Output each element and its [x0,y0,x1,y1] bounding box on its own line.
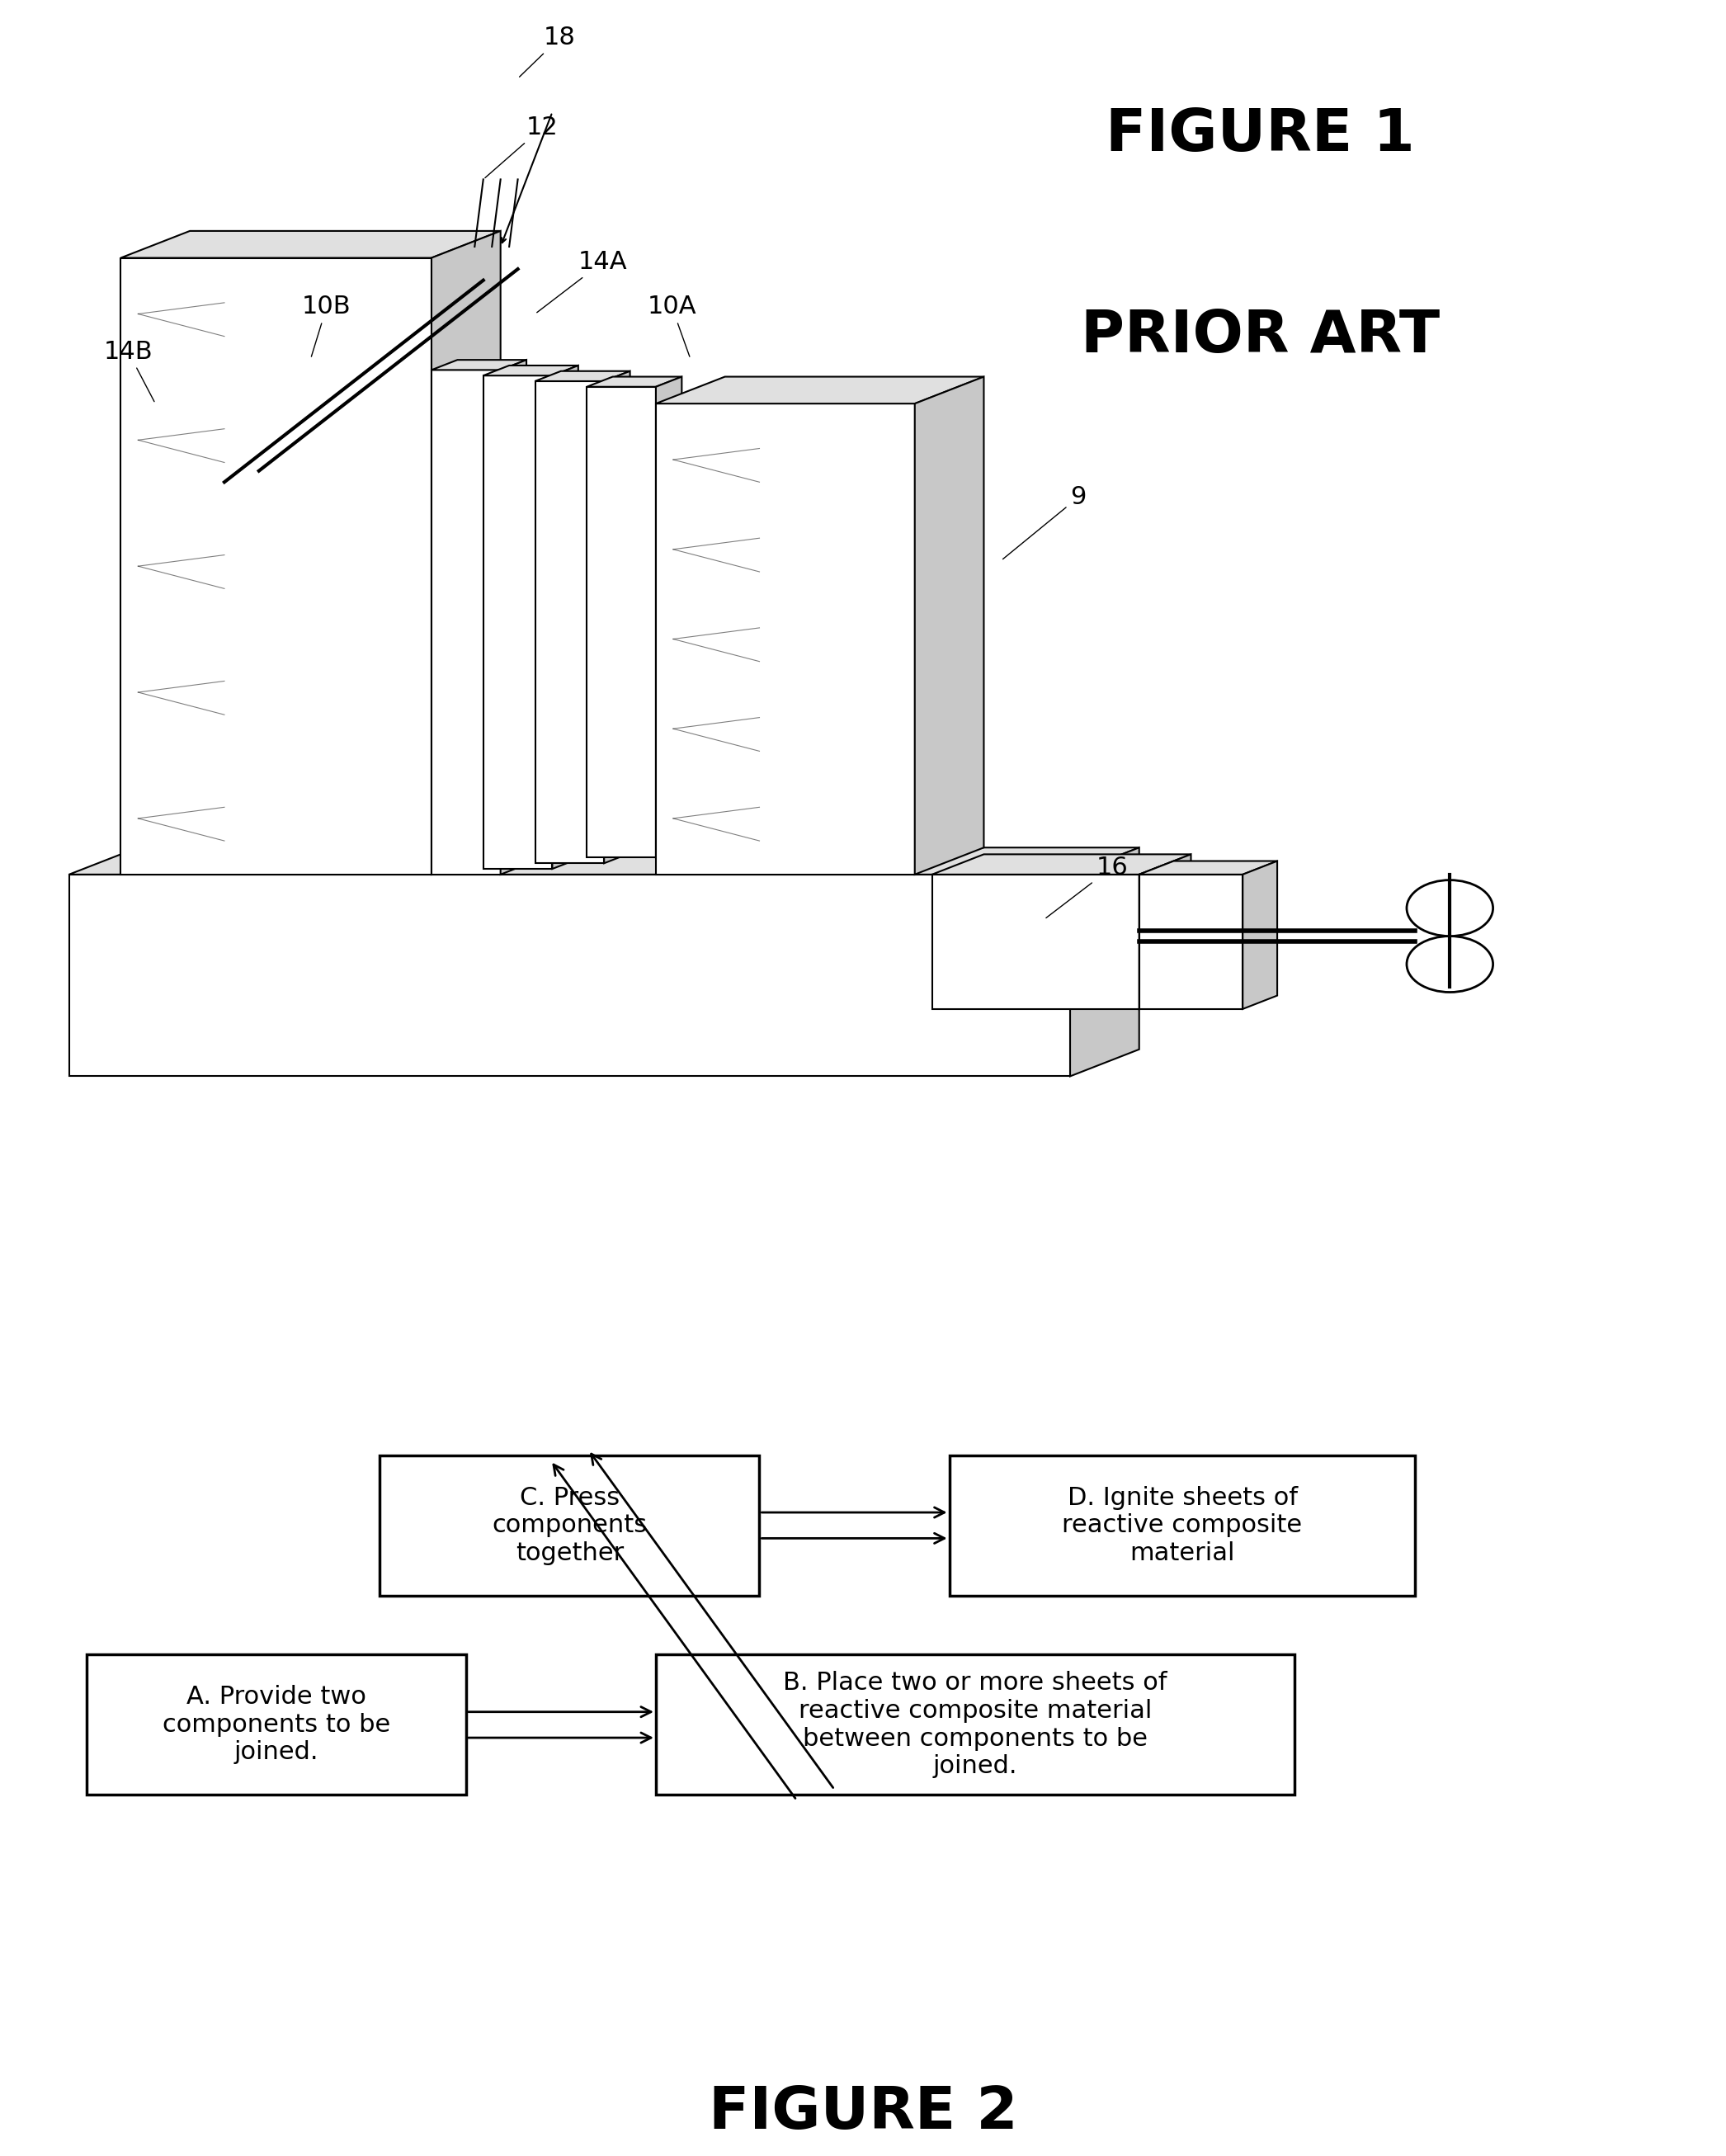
Text: A. Provide two
components to be
joined.: A. Provide two components to be joined. [162,1686,390,1764]
Polygon shape [604,371,630,862]
Text: 12: 12 [485,116,559,177]
Text: FIGURE 2: FIGURE 2 [708,2085,1018,2141]
Text: 14A: 14A [537,250,628,313]
FancyBboxPatch shape [949,1455,1415,1595]
Text: 18: 18 [520,26,576,78]
Text: 16: 16 [1046,856,1129,918]
Text: C. Press
components
together: C. Press components together [492,1485,647,1565]
Text: D. Ignite sheets of
reactive composite
material: D. Ignite sheets of reactive composite m… [1061,1485,1303,1565]
Text: 14B: 14B [104,341,154,401]
Text: 9: 9 [1003,485,1086,558]
Polygon shape [432,231,501,875]
Polygon shape [656,377,682,858]
Polygon shape [69,847,1139,875]
Text: 10A: 10A [647,295,697,356]
Polygon shape [121,231,501,259]
FancyBboxPatch shape [932,875,1139,1009]
Text: 10B: 10B [302,295,352,356]
Polygon shape [656,377,984,403]
FancyBboxPatch shape [656,403,915,875]
Polygon shape [915,377,984,875]
Polygon shape [1139,860,1277,875]
FancyBboxPatch shape [380,1455,759,1595]
FancyBboxPatch shape [656,1656,1294,1794]
Circle shape [1407,880,1493,936]
FancyBboxPatch shape [432,371,501,875]
FancyBboxPatch shape [1139,875,1243,1009]
Polygon shape [535,371,630,382]
FancyBboxPatch shape [587,386,656,858]
Polygon shape [932,854,1191,875]
FancyBboxPatch shape [535,382,604,862]
Text: FIGURE 1: FIGURE 1 [1105,106,1415,164]
Polygon shape [587,377,682,386]
Circle shape [1407,936,1493,992]
Polygon shape [1139,854,1191,1009]
FancyBboxPatch shape [121,259,432,875]
Text: PRIOR ART: PRIOR ART [1080,308,1439,364]
Polygon shape [483,367,578,375]
FancyBboxPatch shape [69,875,1070,1076]
Polygon shape [552,367,578,869]
Polygon shape [1070,847,1139,1076]
FancyBboxPatch shape [483,375,552,869]
Text: B. Place two or more sheets of
reactive composite material
between components to: B. Place two or more sheets of reactive … [784,1671,1167,1779]
Polygon shape [432,360,526,371]
FancyBboxPatch shape [86,1656,466,1794]
Polygon shape [501,360,526,875]
Polygon shape [1243,860,1277,1009]
